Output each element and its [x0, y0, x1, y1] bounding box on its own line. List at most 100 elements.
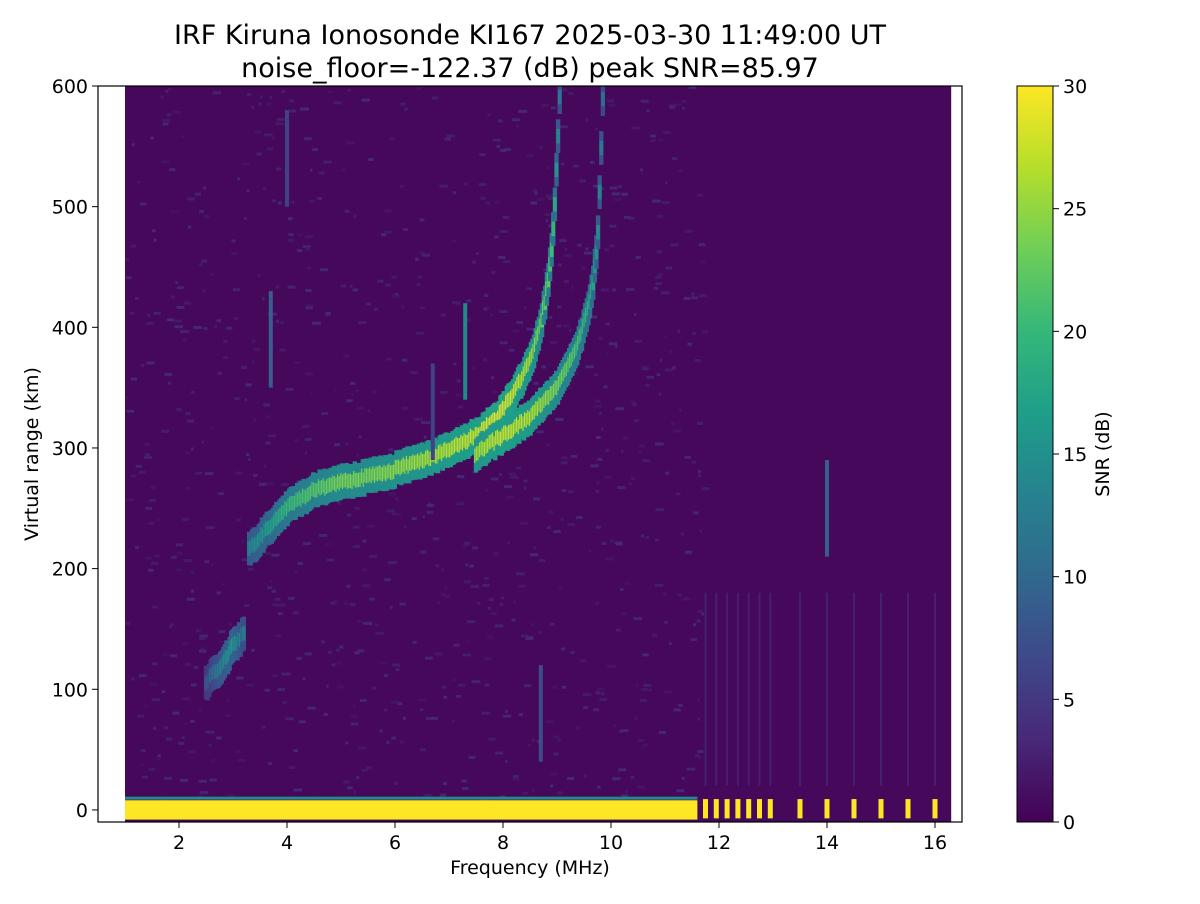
ground-echo-column: [746, 799, 752, 819]
heatmap-noise-cell: [305, 289, 312, 293]
heatmap-noise-cell: [171, 555, 177, 559]
heatmap-noise-cell: [162, 122, 169, 126]
heatmap-noise-cell: [655, 442, 664, 446]
y-tick-label: 0: [76, 800, 88, 822]
heatmap-noise-cell: [521, 791, 529, 795]
heatmap-noise-cell: [634, 419, 640, 423]
heatmap-noise-cell: [691, 292, 695, 296]
heatmap-noise-cell: [153, 311, 161, 315]
heatmap-noise-cell: [634, 313, 637, 317]
heatmap-noise-cell: [502, 714, 512, 718]
heatmap-noise-cell: [656, 373, 661, 377]
heatmap-noise-cell: [148, 498, 157, 502]
heatmap-noise-cell: [629, 481, 632, 485]
ground-echo-column: [878, 799, 884, 819]
heatmap-noise-cell: [152, 662, 158, 666]
heatmap-noise-cell: [525, 637, 534, 641]
heatmap-noise-cell: [439, 793, 447, 797]
heatmap-noise-cell: [479, 153, 486, 157]
heatmap-noise-cell: [297, 562, 303, 566]
heatmap-noise-cell: [218, 630, 226, 634]
heatmap-noise-cell: [336, 648, 340, 652]
heatmap-noise-cell: [420, 550, 427, 554]
heatmap-noise-cell: [386, 509, 396, 513]
heatmap-noise-cell: [693, 511, 699, 515]
heatmap-noise-cell: [609, 539, 614, 543]
heatmap-noise-cell: [227, 794, 235, 798]
heatmap-noise-cell: [305, 372, 313, 376]
heatmap-noise-cell: [304, 437, 312, 441]
heatmap-noise-cell: [455, 694, 462, 698]
heatmap-noise-cell: [532, 788, 535, 792]
heatmap-noise-cell: [417, 275, 422, 279]
heatmap-noise-cell: [139, 763, 145, 767]
heatmap-noise-cell: [343, 602, 349, 606]
heatmap-noise-cell: [161, 160, 170, 164]
heatmap-noise-cell: [288, 233, 294, 237]
heatmap-noise-cell: [558, 587, 562, 591]
heatmap-noise-cell: [621, 611, 627, 615]
heatmap-noise-cell: [172, 110, 182, 114]
heatmap-noise-cell: [140, 749, 146, 753]
heatmap-noise-cell: [326, 684, 329, 688]
heatmap-noise-cell: [508, 472, 517, 476]
x-tick-label: 2: [173, 832, 185, 854]
heatmap-noise-cell: [431, 96, 438, 100]
heatmap-noise-cell: [677, 329, 680, 333]
y-tick-label: 300: [52, 438, 88, 460]
heatmap-noise-cell: [630, 775, 635, 779]
y-axis: 0 100 200 300 400 500 600: [52, 76, 98, 822]
heatmap-noise-cell: [156, 757, 161, 761]
heatmap-noise-cell: [539, 145, 543, 149]
heatmap-noise-cell: [280, 483, 289, 487]
heatmap-noise-cell: [648, 688, 652, 692]
heatmap-noise-cell: [285, 717, 294, 721]
heatmap-noise-cell: [151, 229, 156, 233]
colorbar-tick-label: 10: [1063, 567, 1087, 589]
heatmap-noise-cell: [634, 339, 643, 343]
heatmap-noise-cell: [251, 339, 256, 343]
heatmap-noise-cell: [216, 319, 222, 323]
heatmap-noise-cell: [611, 192, 620, 196]
heatmap-noise-cell: [608, 103, 616, 107]
heatmap-noise-cell: [469, 584, 479, 588]
heatmap-noise-cell: [466, 620, 476, 624]
y-tick-label: 400: [52, 317, 88, 339]
heatmap-noise-cell: [246, 683, 255, 687]
heatmap-noise-cell: [440, 568, 444, 572]
heatmap-noise-cell: [605, 449, 609, 453]
heatmap-noise-cell: [277, 612, 283, 616]
heatmap-noise-cell: [343, 354, 350, 358]
heatmap-noise-cell: [684, 550, 692, 554]
heatmap-noise-cell: [617, 486, 626, 490]
heatmap-noise-cell: [579, 179, 586, 183]
heatmap-noise-cell: [185, 486, 192, 490]
heatmap-noise-cell: [559, 125, 568, 129]
heatmap-noise-cell: [212, 91, 222, 95]
heatmap-noise-cell: [276, 117, 286, 121]
heatmap-noise-cell: [357, 619, 363, 623]
heatmap-noise-cell: [157, 754, 161, 758]
heatmap-noise-cell: [553, 530, 561, 534]
heatmap-noise-cell: [646, 109, 651, 113]
heatmap-noise-cell: [149, 683, 158, 687]
heatmap-noise-cell: [384, 708, 388, 712]
heatmap-noise-cell: [229, 622, 232, 626]
heatmap-noise-cell: [494, 200, 500, 204]
heatmap-noise-cell: [630, 400, 636, 404]
chart-subtitle: noise_floor=-122.37 (dB) peak SNR=85.97: [241, 53, 819, 84]
x-axis-label: Frequency (MHz): [450, 857, 610, 879]
heatmap-noise-cell: [269, 95, 273, 99]
heatmap-noise-cell: [245, 383, 252, 387]
heatmap-noise-cell: [343, 780, 351, 784]
vertical-streak: [430, 363, 435, 461]
heatmap-noise-cell: [210, 272, 214, 276]
heatmap-noise-cell: [507, 541, 510, 545]
heatmap-noise-cell: [182, 697, 191, 701]
heatmap-noise-cell: [461, 787, 469, 791]
heatmap-noise-cell: [174, 325, 184, 329]
heatmap-noise-cell: [697, 470, 702, 474]
heatmap-noise-cell: [463, 182, 468, 186]
heatmap-noise-cell: [463, 580, 471, 584]
trace-cell: [597, 184, 602, 200]
